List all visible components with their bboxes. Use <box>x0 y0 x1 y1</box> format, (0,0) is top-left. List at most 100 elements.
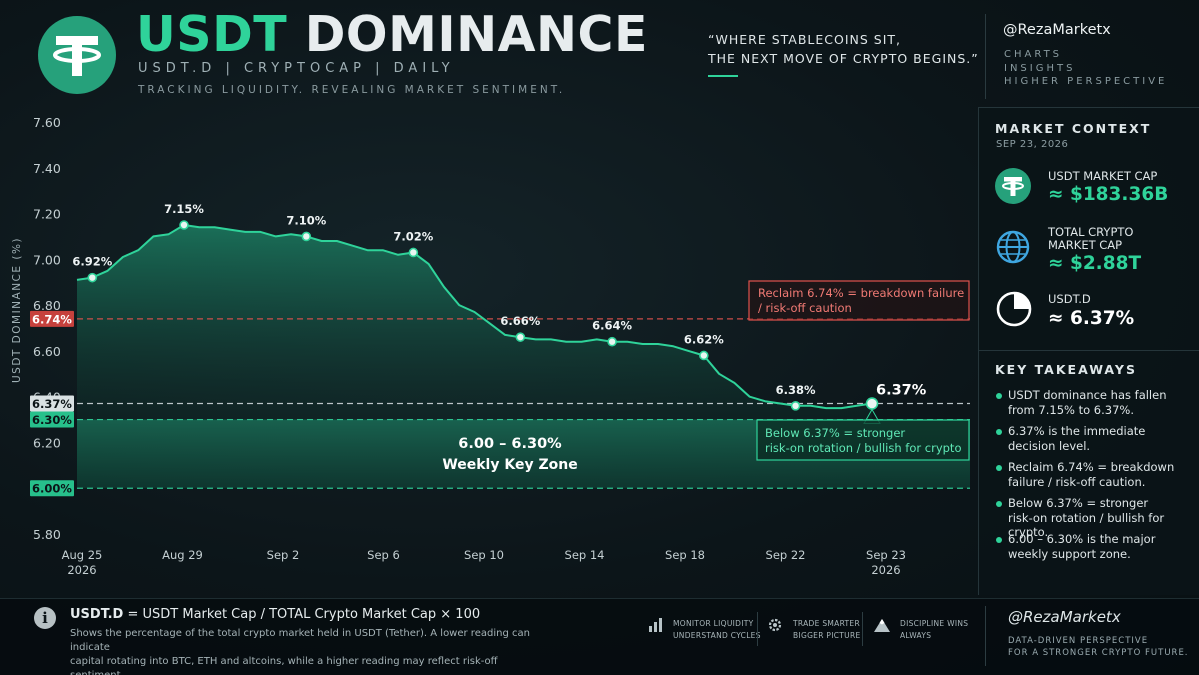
x-tick-sublabel: 2026 <box>67 563 96 577</box>
zone-label-range: 6.00 – 6.30% <box>458 436 562 452</box>
tag-higher-perspective: HIGHER PERSPECTIVE <box>1004 76 1168 87</box>
usdt-market-cap-label: USDT MARKET CAP <box>1048 169 1158 183</box>
footer-item-trade-l1: TRADE SMARTER <box>793 619 860 628</box>
level-6-30-badge <box>30 411 74 428</box>
data-label: 6.62% <box>684 332 724 346</box>
data-label-current: 6.37% <box>876 383 927 399</box>
takeaway-line-2: from 7.15% to 6.37%. <box>1008 402 1134 417</box>
total-market-cap-label: TOTAL CRYPTO MARKET CAP <box>1048 226 1133 252</box>
footer <box>0 598 1199 675</box>
y-tick-label: 6.20 <box>33 435 61 450</box>
takeaway-line-2: weekly support zone. <box>1008 546 1131 561</box>
footer-item-discipline-l1: DISCIPLINE WINS <box>900 619 969 628</box>
globe-icon <box>995 229 1031 269</box>
dominance-chart: 5.806.006.206.406.606.807.007.207.407.60… <box>11 115 970 577</box>
takeaway-line-1: USDT dominance has fallen <box>1008 388 1167 402</box>
footer-tag-line-1: DATA-DRIVEN PERSPECTIVE <box>1008 636 1149 646</box>
below-annotation-line-2: risk-on rotation / bullish for crypto <box>765 441 961 455</box>
y-tick-label: 7.00 <box>33 252 61 267</box>
data-label: 7.15% <box>164 202 204 216</box>
header-divider <box>985 14 986 99</box>
footer-divider <box>985 606 986 666</box>
level-6-74-badge <box>30 310 74 327</box>
data-point <box>408 247 419 258</box>
data-point <box>179 220 189 230</box>
footer-desc-line-2: capital rotating into BTC, ETH and altco… <box>70 656 498 675</box>
footer-item-trade: TRADE SMARTER BIGGER PICTURE <box>793 618 861 642</box>
dominance-area <box>77 225 872 420</box>
level-6-00-badge <box>30 480 74 497</box>
gear-icon <box>766 616 784 638</box>
y-tick-label: 6.80 <box>33 298 61 313</box>
total-market-cap-label-1: TOTAL CRYPTO <box>1048 225 1134 239</box>
data-point <box>515 332 526 342</box>
x-tick-label: Sep 6 <box>367 548 400 562</box>
footer-item-monitor-l2: UNDERSTAND CYCLES <box>673 631 761 640</box>
x-tick-sublabel: 2026 <box>871 563 900 577</box>
title-usdt: USDT <box>136 6 288 63</box>
x-tick-label: Aug 25 <box>62 548 103 562</box>
header-handle[interactable]: @RezaMarketx <box>1003 22 1111 38</box>
footer-item-monitor-l1: MONITOR LIQUIDITY <box>673 619 754 628</box>
subtitle: USDT.D | CRYPTOCAP | DAILY <box>138 61 455 76</box>
footer-formula: USDT.D = USDT Market Cap / TOTAL Crypto … <box>70 607 480 622</box>
y-tick-label: 7.20 <box>33 207 61 222</box>
footer-item-discipline-l2: ALWAYS <box>900 631 932 640</box>
x-tick-label: Sep 2 <box>267 548 300 562</box>
y-tick-label: 6.60 <box>33 344 61 359</box>
footer-item-trade-l2: BIGGER PICTURE <box>793 631 861 640</box>
header-quote: “WHERE STABLECOINS SIT, THE NEXT MOVE OF… <box>708 30 979 68</box>
below-annotation-box <box>756 419 970 461</box>
tether-logo-icon <box>53 36 101 76</box>
y-tick-label: 5.80 <box>33 527 61 542</box>
data-label: 6.38% <box>776 383 816 397</box>
page-title: USDT DOMINANCE <box>136 6 648 63</box>
footer-handle[interactable]: @RezaMarketx <box>1008 608 1121 626</box>
takeaway-line-1: Reclaim 6.74% = breakdown <box>1008 460 1175 474</box>
level-6-30-label: 6.30% <box>32 413 72 427</box>
level-6-37-label: 6.37% <box>32 397 72 411</box>
reclaim-annotation-box <box>748 280 970 321</box>
takeaway-bullet-icon <box>996 393 1002 399</box>
pie-icon <box>995 290 1033 332</box>
quote-line-2: THE NEXT MOVE OF CRYPTO BEGINS.” <box>708 51 979 66</box>
usdt-market-cap-value: ≈ $183.36B <box>1048 184 1169 205</box>
panel-separator <box>979 350 1199 351</box>
footer-tagline: DATA-DRIVEN PERSPECTIVE FOR A STRONGER C… <box>1008 635 1189 659</box>
reclaim-annotation-line-1: Reclaim 6.74% = breakdown failure <box>758 286 964 300</box>
footer-description: Shows the percentage of the total crypto… <box>70 627 550 675</box>
header-tags: CHARTS INSIGHTS HIGHER PERSPECTIVE <box>1004 48 1167 89</box>
data-label: 7.10% <box>286 213 326 227</box>
takeaway-item: Reclaim 6.74% = breakdown failure / risk-… <box>1008 460 1193 489</box>
data-point <box>87 272 98 283</box>
data-point <box>607 336 617 347</box>
footer-divider <box>757 612 758 646</box>
data-label: 6.64% <box>592 319 632 333</box>
quote-line-1: “WHERE STABLECOINS SIT, <box>708 32 902 47</box>
zone-label-title: Weekly Key Zone <box>442 457 577 473</box>
tether-logo <box>38 16 116 94</box>
quote-underline <box>708 75 738 77</box>
takeaway-bullet-icon <box>996 465 1002 471</box>
y-tick-label: 7.60 <box>33 115 61 130</box>
market-context-date: SEP 23, 2026 <box>996 139 1069 150</box>
footer-tag-line-2: FOR A STRONGER CRYPTO FUTURE. <box>1008 648 1189 658</box>
level-6-74-label: 6.74% <box>32 312 72 326</box>
level-6-37-badge <box>30 395 74 412</box>
footer-item-monitor: MONITOR LIQUIDITY UNDERSTAND CYCLES <box>673 618 761 642</box>
takeaway-line-1: Below 6.37% = stronger <box>1008 496 1149 510</box>
data-label: 6.92% <box>72 255 112 269</box>
data-point <box>790 401 801 411</box>
total-market-cap-value: ≈ $2.88T <box>1048 253 1142 274</box>
data-point <box>865 397 879 410</box>
level-6-00-label: 6.00% <box>32 482 72 496</box>
usdt-d-label: USDT.D <box>1048 292 1091 306</box>
mountain-icon <box>873 617 891 637</box>
x-tick-label: Sep 22 <box>766 548 806 562</box>
takeaway-line-1: 6.37% is the immediate <box>1008 424 1146 438</box>
takeaway-item: Below 6.37% = stronger risk-on rotation /… <box>1008 496 1193 540</box>
x-tick-label: Sep 14 <box>565 548 605 562</box>
takeaway-item: USDT dominance has fallen from 7.15% to 6… <box>1008 388 1193 417</box>
data-label: 7.02% <box>393 229 433 243</box>
takeaway-line-1: 6.00 – 6.30% is the major <box>1008 532 1156 546</box>
